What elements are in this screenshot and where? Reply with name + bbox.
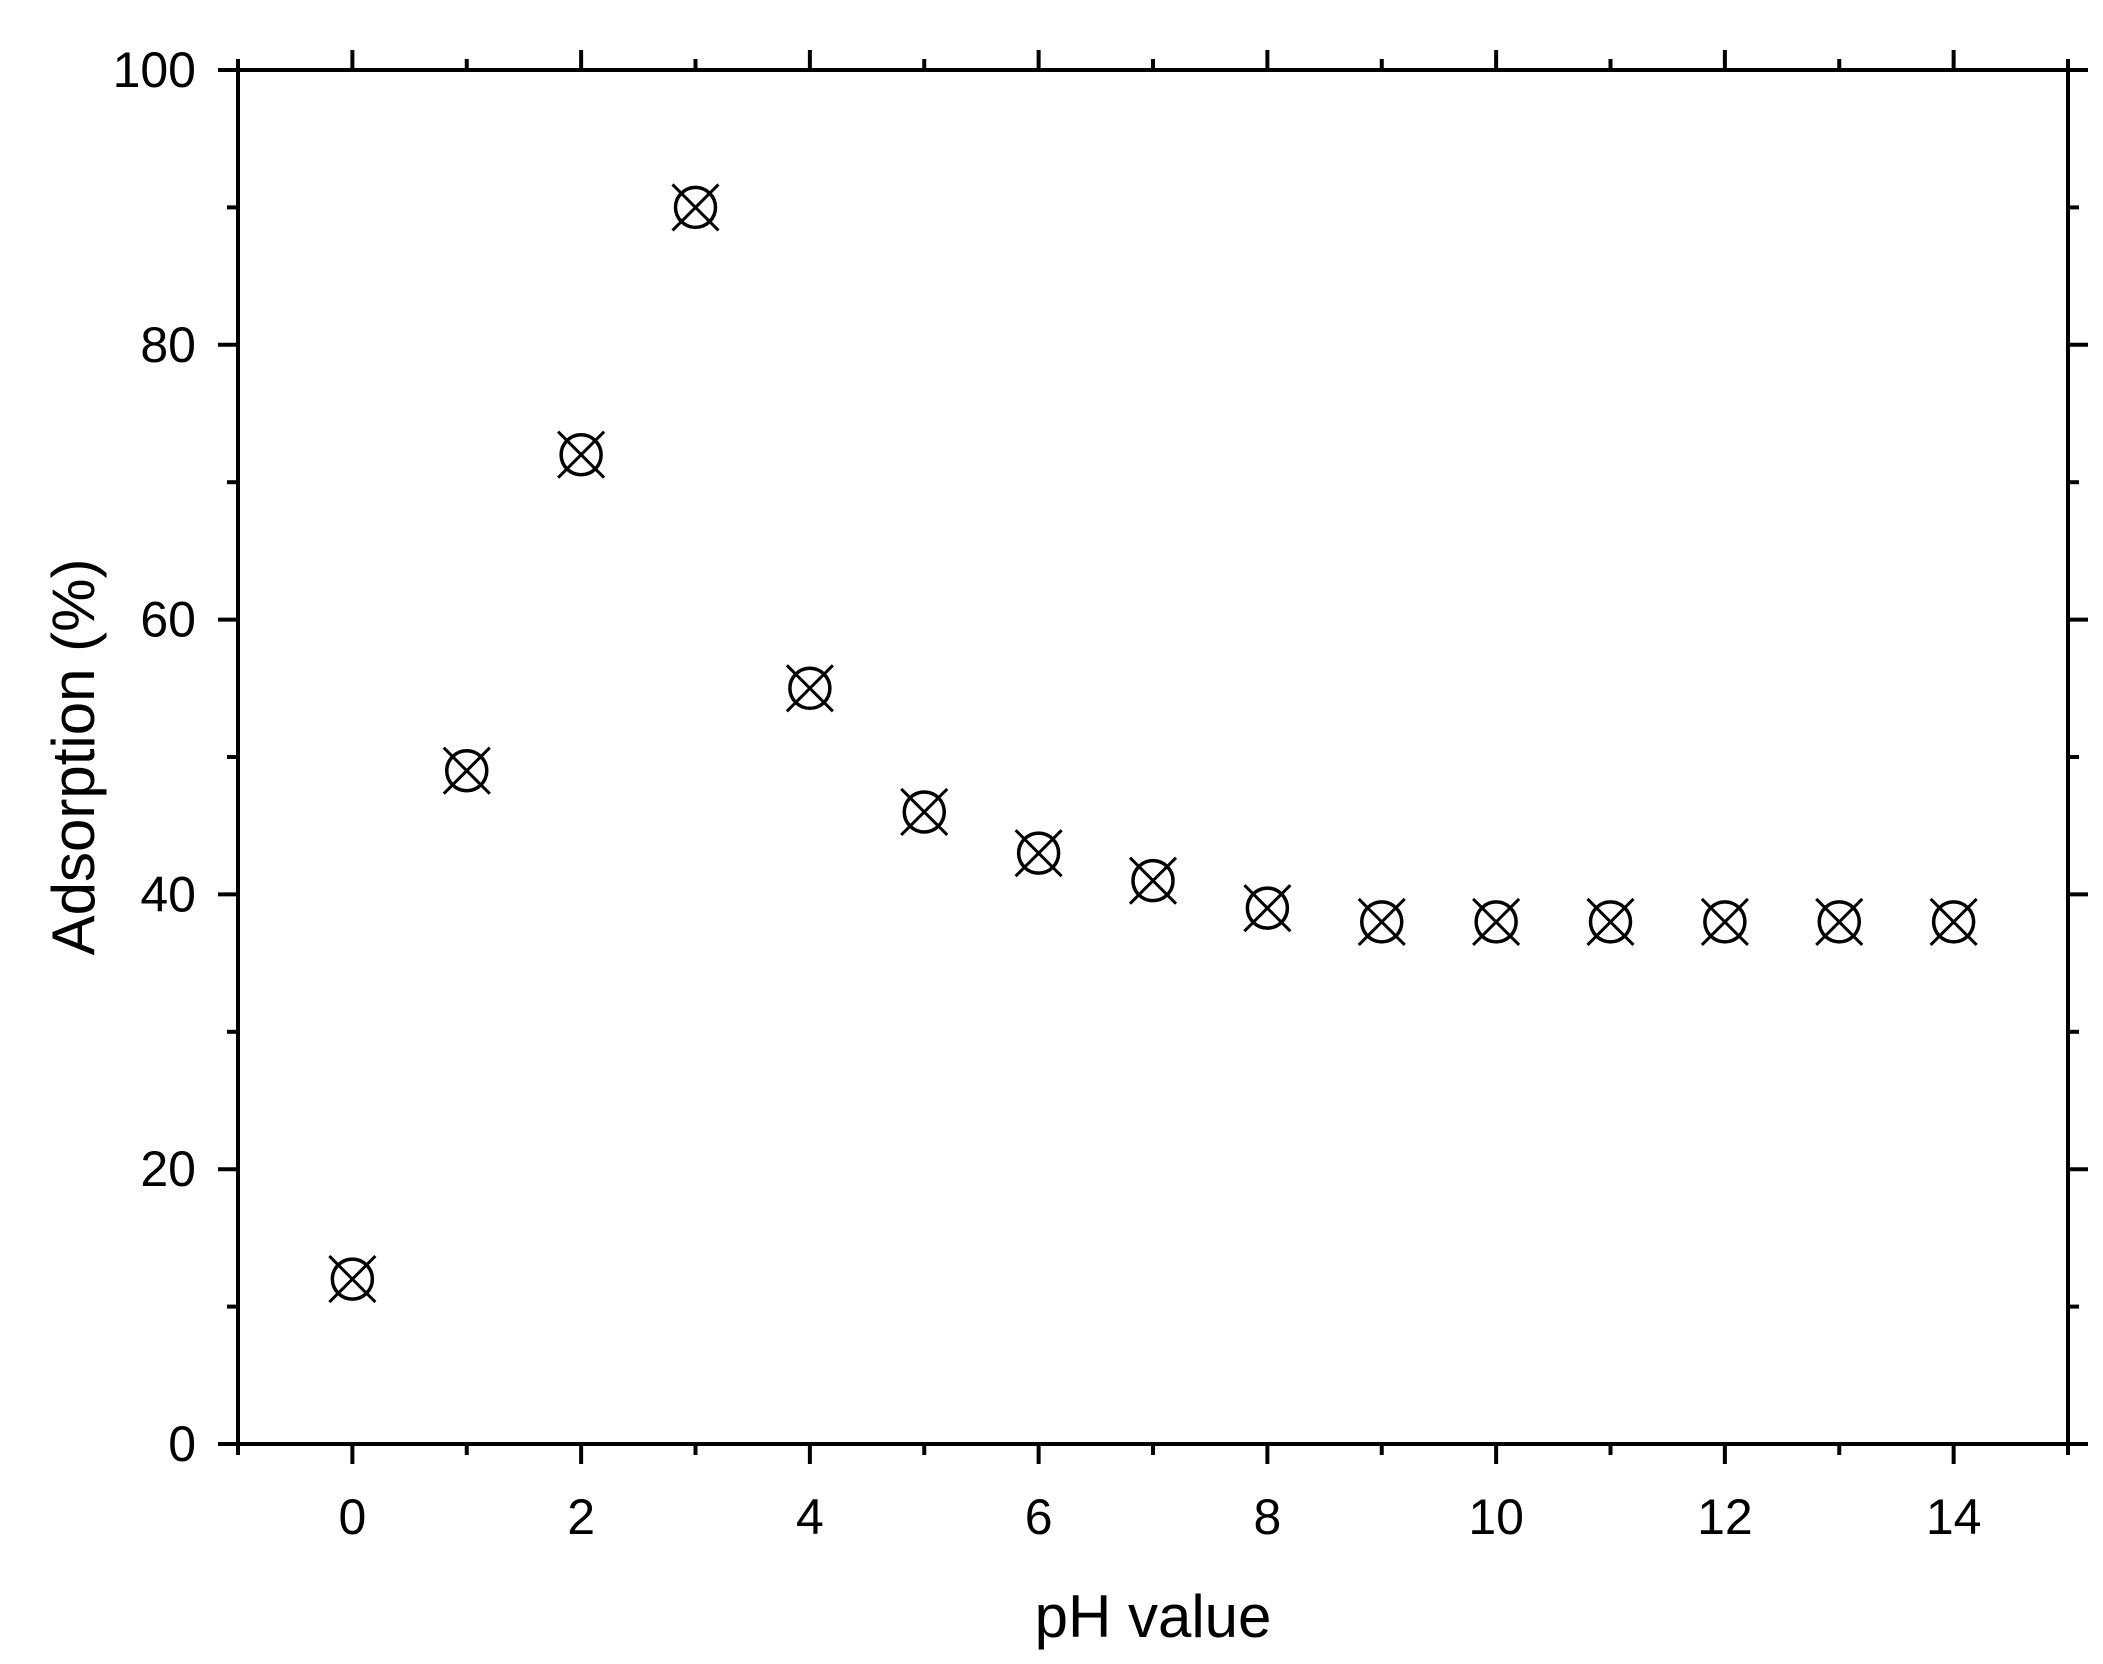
data-point <box>671 183 720 232</box>
marker-cross <box>1700 897 1749 946</box>
y-tick-label: 20 <box>140 1141 196 1197</box>
y-tick-label: 40 <box>140 866 196 922</box>
marker-circle <box>559 432 603 477</box>
marker-cross <box>1243 884 1292 933</box>
x-tick-label: 0 <box>338 1489 366 1545</box>
marker-circle <box>902 790 946 834</box>
data-point <box>328 1255 377 1304</box>
marker-cross <box>671 183 720 232</box>
plot-frame <box>236 68 2070 1446</box>
data-point <box>785 664 834 713</box>
marker-cross <box>1014 829 1063 878</box>
data-point <box>442 746 491 795</box>
marker-circle <box>1245 886 1290 930</box>
y-tick-label: 80 <box>140 317 196 373</box>
marker-circle <box>788 666 832 711</box>
marker-circle <box>1703 900 1747 944</box>
data-point <box>1815 897 1864 946</box>
y-tick-label: 0 <box>168 1416 196 1472</box>
x-axis-title: pH value <box>1035 1583 1272 1650</box>
marker-cross <box>1815 897 1864 946</box>
data-point <box>1929 897 1978 946</box>
data-points <box>328 183 1978 1304</box>
y-tick-label: 100 <box>113 42 196 98</box>
data-point <box>1472 897 1521 946</box>
data-point <box>1357 897 1406 946</box>
x-tick-label: 12 <box>1697 1489 1753 1545</box>
data-point <box>1128 856 1178 905</box>
x-tick-label: 8 <box>1253 1489 1281 1545</box>
marker-cross <box>442 746 491 795</box>
axes: 0 2 4 6 8 10 12 14 0 20 40 60 80 100 <box>113 42 2088 1545</box>
marker-cross <box>1472 897 1521 946</box>
data-point <box>1014 829 1063 878</box>
marker-cross <box>328 1255 377 1304</box>
marker-circle <box>1016 831 1061 875</box>
marker-circle <box>445 748 489 793</box>
marker-circle <box>1931 900 1976 944</box>
data-point <box>1243 884 1292 933</box>
x-tick-label: 2 <box>567 1489 595 1545</box>
y-axis-title: Adsorption (%) <box>40 559 107 956</box>
marker-circle <box>1360 900 1404 944</box>
marker-circle <box>1588 900 1633 944</box>
x-tick-label: 10 <box>1468 1489 1524 1545</box>
marker-cross <box>1128 856 1178 905</box>
data-point <box>900 787 949 837</box>
data-point <box>1586 897 1635 946</box>
marker-cross <box>785 664 834 713</box>
marker-circle <box>330 1257 375 1301</box>
marker-circle <box>1474 900 1518 944</box>
data-point <box>557 430 606 479</box>
marker-circle <box>673 185 718 230</box>
data-point <box>1700 897 1749 946</box>
marker-cross <box>900 787 949 837</box>
x-tick-label: 14 <box>1926 1489 1982 1545</box>
marker-cross <box>1357 897 1406 946</box>
x-tick-label: 4 <box>796 1489 824 1545</box>
x-tick-label: 6 <box>1025 1489 1053 1545</box>
marker-circle <box>1131 858 1175 903</box>
y-tick-label: 60 <box>140 592 196 648</box>
marker-cross <box>1586 897 1635 946</box>
marker-circle <box>1817 900 1861 944</box>
marker-cross <box>557 430 606 479</box>
marker-cross <box>1929 897 1978 946</box>
